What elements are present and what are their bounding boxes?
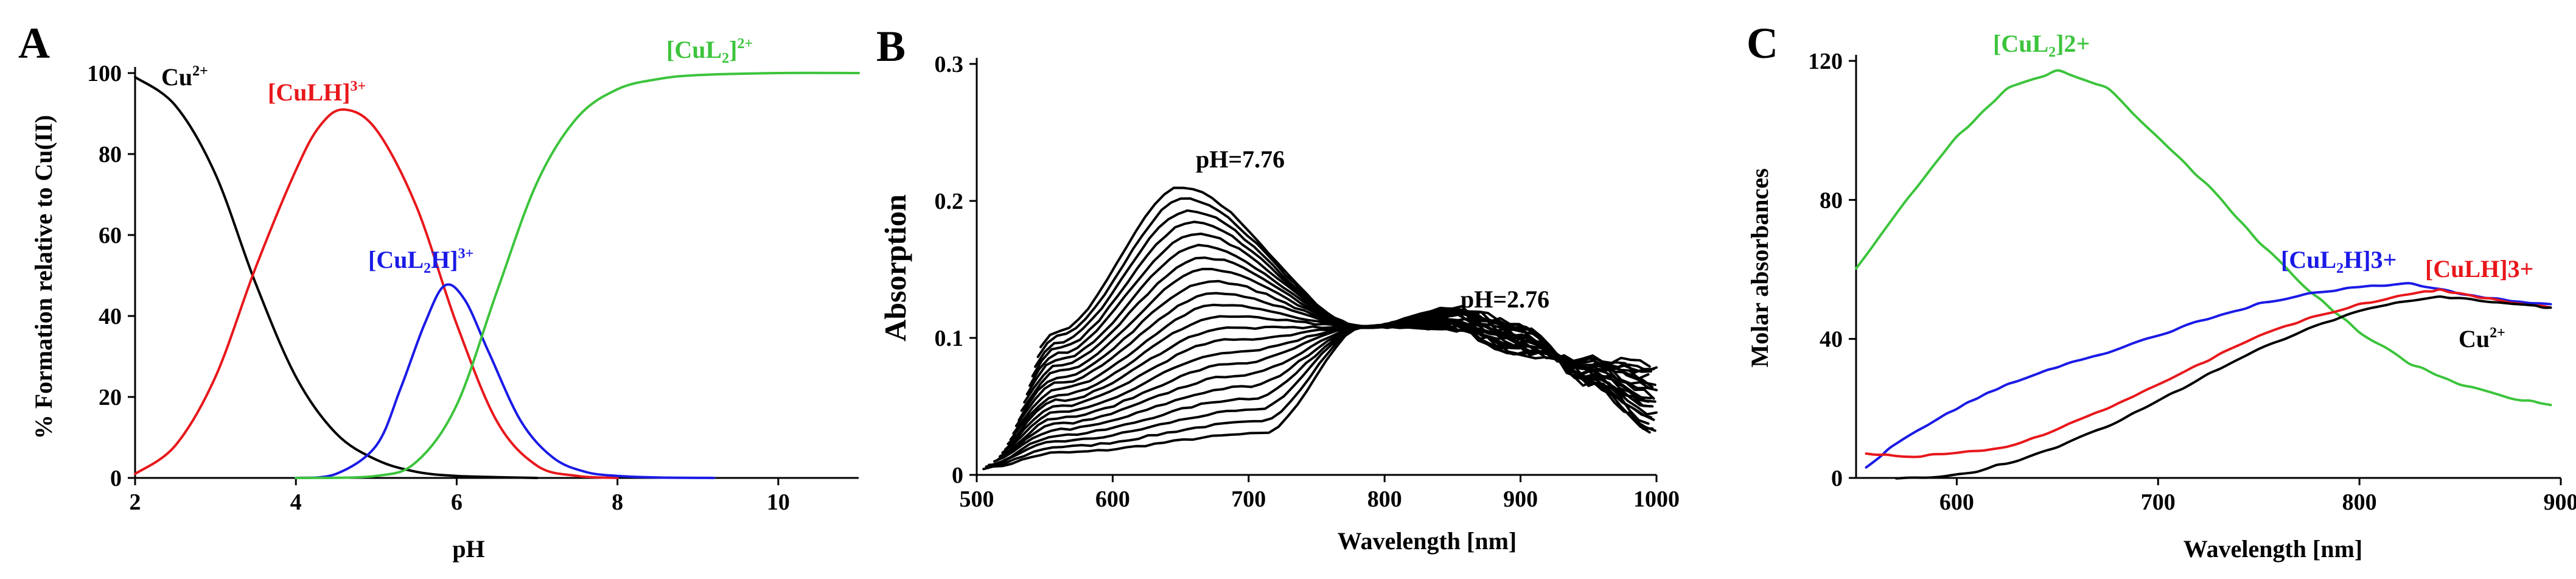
label-c-cul2h-sub: 2 [2336,261,2344,276]
label-culh-sup: 3+ [351,79,366,94]
label-cul2-pre: [CuL [666,36,722,63]
panel-b-y-tick-label: 0.1 [935,326,964,351]
label-c-cul2h: [CuL2H]3+ [2281,246,2396,276]
annotation-ph-low: pH=2.76 [1461,286,1549,313]
panel-b-x-tick-label: 600 [1095,486,1130,512]
label-c-cul2h-pre: [CuL [2281,246,2336,273]
panel-b-x-tick-label: 1000 [1633,486,1680,512]
label-c-cul2-post: ]2+ [2056,30,2090,57]
label-cu2-base: Cu [161,63,192,91]
panel-a-letter: A [18,19,50,68]
panel-c-y-tick-label: 40 [1820,327,1843,353]
panel-c-ylabel: Molar absorbances [1746,168,1773,367]
panel-a-x-tick-label: 6 [451,490,462,515]
panel-c-axes: 600 700 800 900 0 40 80 120 [1808,49,2576,515]
panel-b-spectrum-line [1017,279,1658,422]
panel-c-x-tick-label: 700 [2141,490,2176,515]
label-cul2h: [CuL2H]3+ [368,246,473,276]
panel-b-spectrum-line [1039,186,1651,368]
panel-c-x-tick-label: 600 [1939,490,1974,515]
panel-b-x-tick-label: 700 [1231,486,1266,512]
label-cul2-sub: 2 [722,51,729,66]
label-c-cul2-sub: 2 [2048,44,2056,60]
label-culh: [CuLH]3+ [268,79,366,106]
label-cul2-sup: 2+ [737,36,753,52]
label-c-cul2-pre: [CuL [1993,30,2048,57]
panel-a: A % Formation relative to Cu(II) pH 2 4 6 8… [18,19,860,563]
panel-b-spectrum-line [996,311,1655,461]
panel-c-y-tick-label: 120 [1808,49,1843,74]
label-cul2h-pre: [CuL [368,246,424,273]
panel-b-x-tick-label: 900 [1503,486,1538,512]
panel-a-series-line [295,71,860,479]
label-c-cu2: Cu2+ [2459,325,2505,353]
label-c-cu2-sup: 2+ [2490,325,2505,341]
label-cul2h-post: H] [431,246,458,273]
panel-c: C Molar absorbances Wavelength [nm] 600 7… [1746,19,2576,563]
panel-a-curves [134,71,860,479]
panel-c-letter: C [1747,19,1778,68]
panel-b-curves [982,186,1658,471]
label-cul2h-sub: 2 [424,261,431,276]
panel-a-y-tick-label: 60 [99,223,122,248]
panel-c-series-line [1895,295,2552,480]
panel-b-x-tick-label: 500 [960,486,994,512]
panel-c-curves [1855,69,2552,480]
panel-b-spectrum-line [988,308,1656,466]
panel-b-spectrum-line [1031,220,1653,377]
label-cu2: Cu2+ [161,63,208,91]
panel-c-y-tick-label: 80 [1820,188,1843,213]
panel-c-x-tick-label: 900 [2544,490,2576,515]
panel-b: B Absorption Wavelength [nm] 500 600 700 80… [876,22,1680,555]
panel-a-series-line [134,108,619,479]
panel-a-x-tick-label: 8 [612,490,623,515]
panel-c-series-line [1855,69,2552,407]
label-cu2-sup: 2+ [192,63,208,79]
panel-c-series-line [1865,282,2552,469]
panel-c-series-line [1865,288,2552,458]
panel-a-x-tick-label: 10 [767,490,790,515]
annotation-ph-high: pH=7.76 [1196,146,1285,173]
panel-b-axes: 500 600 700 800 900 1000 0 0.1 0.2 0.3 [935,52,1680,512]
panel-b-ylabel: Absorption [878,194,912,342]
panel-a-series-line [134,75,539,479]
panel-a-x-tick-label: 2 [130,490,141,515]
label-cul2-post: ] [729,36,737,63]
label-cul2h-sup: 3+ [458,246,474,262]
panel-a-y-tick-label: 40 [99,304,122,329]
panel-b-x-tick-label: 800 [1367,486,1402,512]
label-c-culh: [CuLH]3+ [2425,255,2533,282]
panel-a-y-tick-label: 80 [99,142,122,167]
label-culh-base: [CuLH] [268,79,351,106]
panel-a-y-tick-label: 0 [110,466,122,491]
label-cul2: [CuL2]2+ [666,36,753,66]
panel-a-x-tick-label: 4 [290,490,302,515]
panel-b-spectrum-line [1001,312,1651,454]
label-c-cul2h-post: H]3+ [2344,246,2396,273]
label-c-cu2-base: Cu [2459,325,2490,353]
panel-b-letter: B [876,22,906,71]
panel-a-xlabel: pH [452,535,484,563]
panel-b-xlabel: Wavelength [nm] [1338,527,1517,555]
panel-a-ylabel: % Formation relative to Cu(II) [30,115,57,440]
panel-c-xlabel: Wavelength [nm] [2183,535,2362,563]
panel-b-y-tick-label: 0 [952,463,963,488]
panel-a-series-line [295,283,716,479]
panel-b-y-tick-label: 0.3 [935,52,964,77]
panel-c-y-tick-label: 0 [1831,466,1843,491]
label-c-cul2: [CuL2]2+ [1993,30,2090,60]
panel-b-y-tick-label: 0.2 [935,189,964,214]
panel-a-y-tick-label: 100 [87,61,122,86]
panel-c-x-tick-label: 800 [2342,490,2377,515]
panel-a-y-tick-label: 20 [99,385,122,410]
